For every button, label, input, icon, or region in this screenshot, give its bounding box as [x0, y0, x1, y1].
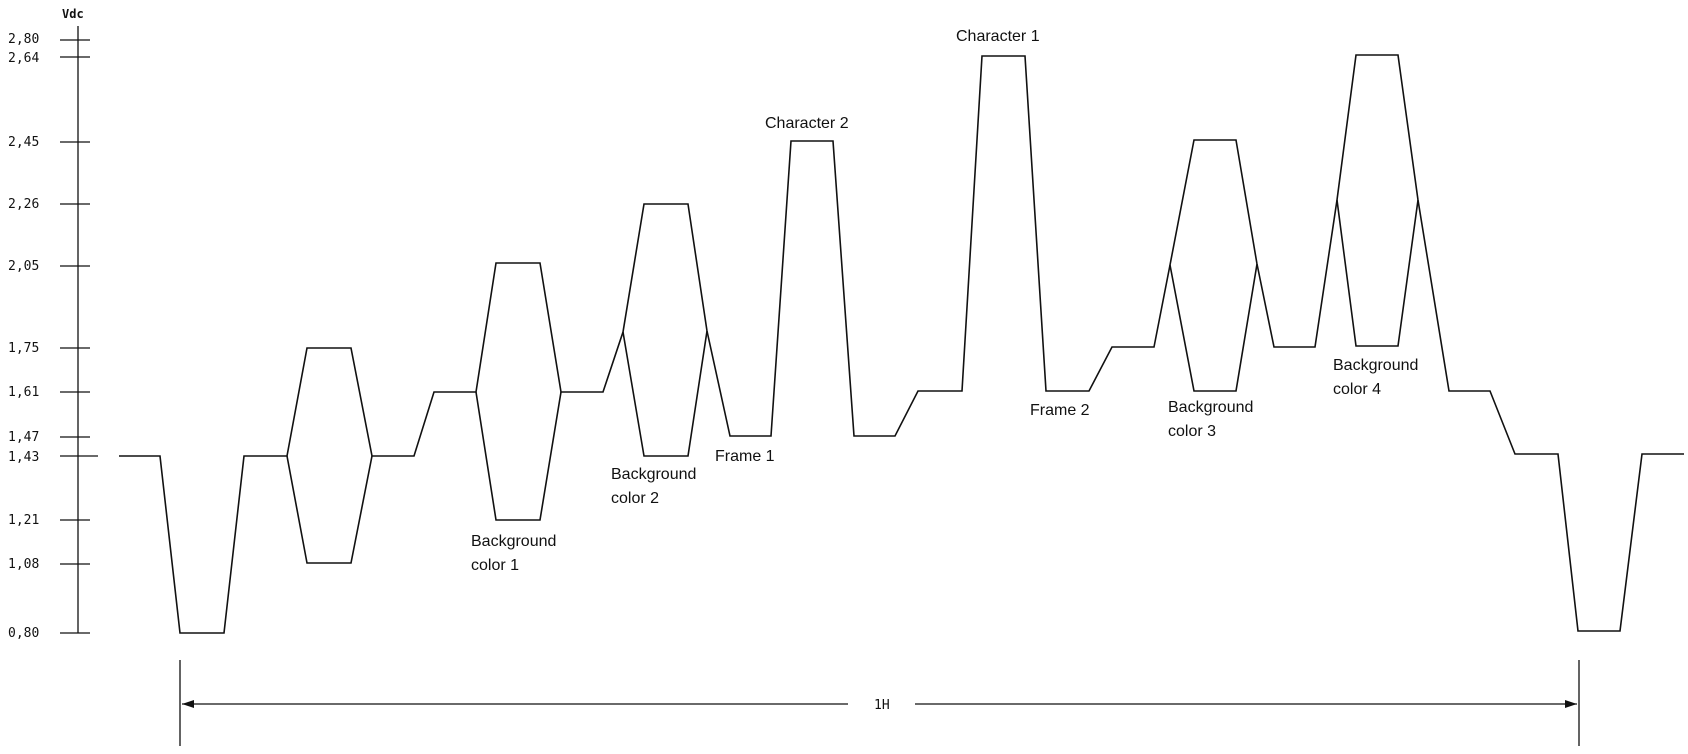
waveform-lower-bg2	[622, 330, 708, 457]
period-marker: 1H	[179, 660, 1580, 746]
label-background-color-4-line1: Background	[1333, 357, 1418, 374]
y-axis: Vdc 2,80 2,64 2,45 2,26 2,05 1,75 1,61 1…	[8, 7, 98, 641]
label-background-color-1-line1: Background	[471, 533, 556, 550]
label-background-color-2-line1: Background	[611, 466, 696, 483]
tick-label: 1,47	[8, 430, 39, 445]
tick-label: 2,80	[8, 32, 39, 47]
tick-label: 2,05	[8, 259, 39, 274]
tick-label: 2,45	[8, 135, 39, 150]
label-background-color-3-line2: color 3	[1168, 423, 1216, 440]
tick-label: 2,26	[8, 197, 39, 212]
label-background-color-1-line2: color 1	[471, 557, 519, 574]
tick-label: 0,80	[8, 626, 39, 641]
label-background-color-3-line1: Background	[1168, 399, 1253, 416]
label-frame-1: Frame 1	[715, 448, 775, 465]
waveform-lower-bg4	[1336, 199, 1419, 347]
tick-label: 1,21	[8, 513, 39, 528]
period-arrow-right-icon	[1565, 700, 1577, 708]
period-label: 1H	[874, 698, 890, 713]
label-frame-2: Frame 2	[1030, 402, 1090, 419]
tick-label: 2,64	[8, 51, 39, 66]
waveform-lower-bg1	[475, 391, 562, 521]
waveform-lower-bg3	[1169, 263, 1258, 392]
tick-label: 1,43	[8, 450, 39, 465]
waveform-upper	[119, 54, 1684, 634]
tick-label: 1,61	[8, 385, 39, 400]
label-character-1: Character 1	[956, 28, 1040, 45]
label-background-color-2-line2: color 2	[611, 490, 659, 507]
y-axis-unit: Vdc	[62, 7, 84, 21]
tick-label: 1,08	[8, 557, 39, 572]
period-arrow-left-icon	[182, 700, 194, 708]
waveform-lower-gray	[286, 455, 373, 564]
label-character-2: Character 2	[765, 115, 849, 132]
label-background-color-4-line2: color 4	[1333, 381, 1381, 398]
tick-label: 1,75	[8, 341, 39, 356]
